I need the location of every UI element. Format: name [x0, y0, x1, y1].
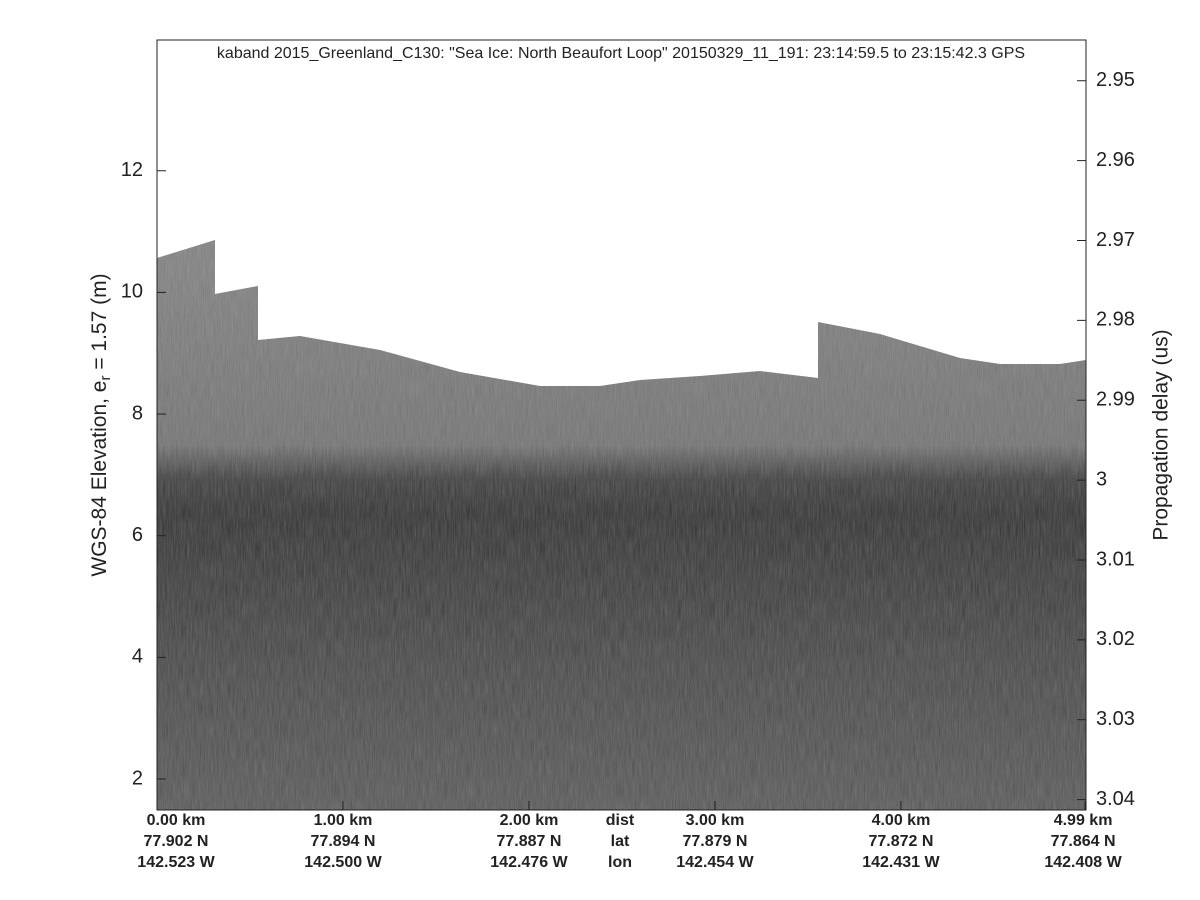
y-axis-label: WGS-84 Elevation, er = 1.57 (m): [88, 273, 114, 576]
x-tick-label: 2.00 km: [500, 812, 559, 829]
x-tick-label: 1.00 km: [314, 812, 373, 829]
lat-label: 77.879 N: [682, 833, 747, 850]
y2-tick-label: 3.01: [1096, 548, 1135, 570]
row-label: dist: [606, 812, 635, 829]
lon-label: 142.408 W: [1044, 854, 1122, 871]
lon-label: 142.431 W: [862, 854, 940, 871]
x-tick-label: 0.00 km: [147, 812, 206, 829]
y2-tick-label: 3.02: [1096, 628, 1135, 650]
y2-axis-label: Propagation delay (us): [1150, 329, 1173, 540]
y2-tick-label: 3: [1096, 468, 1107, 490]
lon-label: 142.523 W: [137, 854, 215, 871]
y2-tick-label: 2.96: [1096, 149, 1135, 171]
lon-label: 142.454 W: [676, 854, 754, 871]
lat-label: 77.902 N: [144, 833, 209, 850]
chart-title: kaband 2015_Greenland_C130: "Sea Ice: No…: [217, 45, 1025, 62]
y2-tick-label: 2.97: [1096, 229, 1135, 251]
y-label-sub: r: [97, 376, 114, 381]
y-tick-label: 4: [132, 646, 143, 668]
y-label-tail: = 1.57 (m): [88, 273, 111, 375]
y2-tick-label: 2.99: [1096, 389, 1135, 411]
y2-tick-label: 2.95: [1096, 69, 1135, 91]
row-label: lon: [608, 854, 632, 871]
lat-label: 77.894 N: [311, 833, 376, 850]
y-tick-label: 2: [132, 767, 143, 789]
lat-label: 77.864 N: [1051, 833, 1116, 850]
lat-label: 77.887 N: [497, 833, 562, 850]
x-tick-label: 3.00 km: [686, 812, 745, 829]
lon-label: 142.476 W: [490, 854, 568, 871]
y-tick-label: 6: [132, 524, 143, 546]
y2-tick-label: 3.03: [1096, 708, 1135, 730]
lat-label: 77.872 N: [868, 833, 933, 850]
x-tick-label: 4.00 km: [872, 812, 931, 829]
lon-label: 142.500 W: [304, 854, 382, 871]
echogram-image: [157, 240, 1086, 810]
plot-frame: [156, 39, 1087, 811]
y2-tick-label: 3.04: [1096, 788, 1135, 810]
row-label: lat: [611, 833, 630, 850]
y-tick-label: 8: [132, 402, 143, 424]
y2-tick-label: 2.98: [1096, 309, 1135, 331]
y-label-main: WGS-84 Elevation, e: [88, 381, 111, 577]
y-tick-label: 10: [121, 281, 143, 303]
y-tick-label: 12: [121, 159, 143, 181]
x-tick-label: 4.99 km: [1054, 812, 1113, 829]
